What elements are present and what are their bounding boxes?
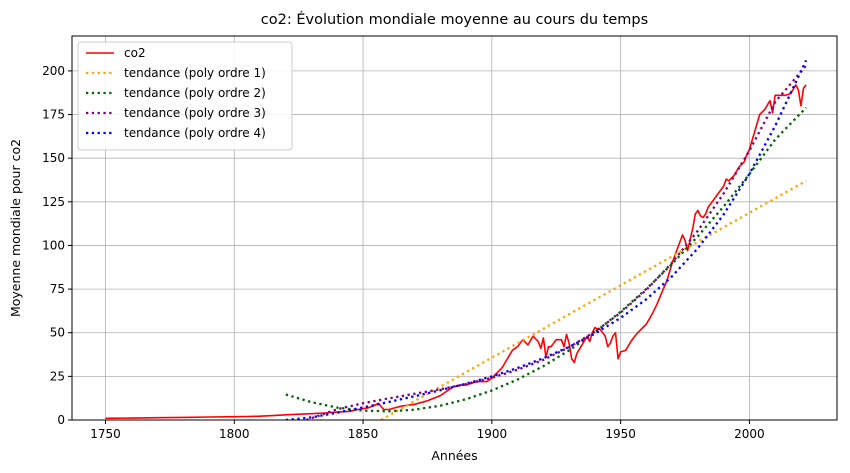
y-tick-label: 125 [42, 195, 65, 209]
y-tick-label: 200 [42, 64, 65, 78]
x-tick-label: 1800 [219, 427, 250, 441]
x-tick-label: 1950 [605, 427, 636, 441]
ticks: 1750 1800 1850 1900 1950 2000 0 25 50 75 100 125 150… [42, 64, 765, 441]
x-tick-label: 1900 [477, 427, 508, 441]
legend: co2 tendance (poly ordre 1) tendance (poly… [77, 41, 293, 151]
y-tick-label: 75 [50, 282, 65, 296]
series-layer [105, 59, 808, 420]
series-line-3 [285, 106, 807, 413]
chart-title: co2: Évolution mondiale moyenne au cours… [261, 11, 648, 28]
x-tick-label: 1750 [90, 427, 121, 441]
y-axis-label: Moyenne mondiale pour co2 [8, 139, 23, 317]
x-tick-label: 1850 [348, 427, 379, 441]
legend-label: co2 [124, 46, 146, 60]
y-tick-label: 150 [42, 151, 65, 165]
x-tick-label: 2000 [734, 427, 765, 441]
legend-box [77, 41, 293, 151]
plot-frame [71, 35, 838, 421]
series-line-2 [380, 179, 807, 420]
legend-label: tendance (poly ordre 3) [124, 106, 266, 120]
y-tick-label: 175 [42, 108, 65, 122]
y-tick-label: 100 [42, 238, 65, 252]
grid [72, 36, 837, 421]
x-axis-label: Années [431, 448, 477, 463]
legend-label: tendance (poly ordre 1) [124, 66, 266, 80]
y-tick-label: 0 [57, 413, 65, 427]
y-tick-label: 50 [50, 326, 65, 340]
y-tick-label: 25 [50, 369, 65, 383]
series-line-5 [285, 59, 808, 420]
legend-label: tendance (poly ordre 2) [124, 86, 266, 100]
legend-label: tendance (poly ordre 4) [124, 126, 266, 140]
